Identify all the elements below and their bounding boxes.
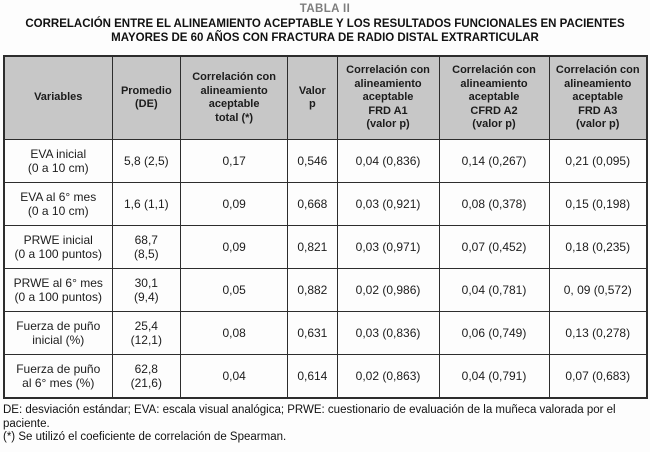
cell-frd-a3: 0,13 (0,278) (548, 311, 648, 355)
col-header-valor-p: Valor p (287, 55, 338, 140)
cell-cfrd-a2: 0,14 (0,267) (438, 139, 550, 183)
cell-frd-a1: 0,03 (0,971) (336, 225, 440, 269)
footnote-spearman: (*) Se utilizó el coeficiente de correla… (3, 431, 287, 443)
cell-valor-p: 0,631 (287, 311, 338, 355)
cell-correlacion-total: 0,17 (180, 139, 289, 183)
cell-cfrd-a2: 0,06 (0,749) (438, 311, 550, 355)
cell-promedio: 30,1 (9,4) (111, 268, 182, 312)
cell-correlacion-total: 0,05 (180, 268, 289, 312)
cell-promedio: 25,4 (12,1) (111, 311, 182, 355)
cell-variable: EVA inicial (0 a 10 cm) (3, 139, 113, 183)
cell-valor-p: 0,614 (287, 354, 338, 399)
cell-variable: Fuerza de puño al 6° mes (%) (3, 354, 113, 399)
cell-cfrd-a2: 0,04 (0,781) (438, 268, 550, 312)
cell-frd-a1: 0,03 (0,836) (336, 311, 440, 355)
cell-frd-a3: 0,18 (0,235) (548, 225, 648, 269)
cell-variable: PRWE inicial (0 a 100 puntos) (3, 225, 113, 269)
cell-frd-a3: 0, 09 (0,572) (548, 268, 648, 312)
cell-frd-a1: 0,03 (0,921) (336, 182, 440, 226)
cell-cfrd-a2: 0,08 (0,378) (438, 182, 550, 226)
table-number-label: TABLA II (299, 3, 351, 15)
footnotes: DE: desviación estándar; EVA: escala vis… (3, 404, 648, 445)
cell-cfrd-a2: 0,04 (0,791) (438, 354, 550, 399)
cell-promedio: 62,8 (21,6) (111, 354, 182, 399)
correlation-table: Variables Promedio (DE) Correlación con … (3, 55, 648, 399)
cell-variable: Fuerza de puño inicial (%) (3, 311, 113, 355)
table-row-fuerza-6-mes: Fuerza de puño al 6° mes (%) 62,8 (21,6)… (3, 354, 648, 399)
col-header-correlacion-total: Correlación con alineamiento aceptable t… (180, 55, 289, 140)
cell-correlacion-total: 0,08 (180, 311, 289, 355)
cell-promedio: 5,8 (2,5) (111, 139, 182, 183)
table-row-eva-inicial: EVA inicial (0 a 10 cm) 5,8 (2,5) 0,17 0… (3, 139, 648, 183)
col-header-promedio-de: Promedio (DE) (111, 55, 182, 140)
table-row-prwe-inicial: PRWE inicial (0 a 100 puntos) 68,7 (8,5)… (3, 225, 648, 269)
cell-valor-p: 0,668 (287, 182, 338, 226)
cell-valor-p: 0,821 (287, 225, 338, 269)
col-header-frd-a1: Correlación con alineamiento aceptable F… (336, 55, 440, 140)
cell-frd-a3: 0,07 (0,683) (548, 354, 648, 399)
cell-correlacion-total: 0,09 (180, 225, 289, 269)
col-header-variables: Variables (3, 55, 113, 140)
table-row-prwe-6-mes: PRWE al 6° mes (0 a 100 puntos) 30,1 (9,… (3, 268, 648, 312)
cell-frd-a3: 0,15 (0,198) (548, 182, 648, 226)
table-header-row: Variables Promedio (DE) Correlación con … (3, 55, 648, 140)
cell-valor-p: 0,546 (287, 139, 338, 183)
cell-valor-p: 0,882 (287, 268, 338, 312)
cell-promedio: 68,7 (8,5) (111, 225, 182, 269)
cell-variable: EVA al 6° mes (0 a 10 cm) (3, 182, 113, 226)
table-row-fuerza-inicial: Fuerza de puño inicial (%) 25,4 (12,1) 0… (3, 311, 648, 355)
table-row-eva-6-mes: EVA al 6° mes (0 a 10 cm) 1,6 (1,1) 0,09… (3, 182, 648, 226)
cell-promedio: 1,6 (1,1) (111, 182, 182, 226)
cell-frd-a1: 0,02 (0,986) (336, 268, 440, 312)
cell-cfrd-a2: 0,07 (0,452) (438, 225, 550, 269)
cell-variable: PRWE al 6° mes (0 a 100 puntos) (3, 268, 113, 312)
footnote-abbreviations: DE: desviación estándar; EVA: escala vis… (3, 404, 616, 430)
cell-frd-a3: 0,21 (0,095) (548, 139, 648, 183)
cell-correlacion-total: 0,04 (180, 354, 289, 399)
col-header-frd-a3: Correlación con alineamiento aceptable F… (548, 55, 648, 140)
table-title: CORRELACIÓN ENTRE EL ALINEAMIENTO ACEPTA… (25, 18, 625, 44)
title-block: TABLA II CORRELACIÓN ENTRE EL ALINEAMIEN… (0, 0, 650, 45)
cell-frd-a1: 0,02 (0,863) (336, 354, 440, 399)
cell-correlacion-total: 0,09 (180, 182, 289, 226)
cell-frd-a1: 0,04 (0,836) (336, 139, 440, 183)
col-header-cfrd-a2: Correlación con alineamiento aceptable C… (438, 55, 550, 140)
